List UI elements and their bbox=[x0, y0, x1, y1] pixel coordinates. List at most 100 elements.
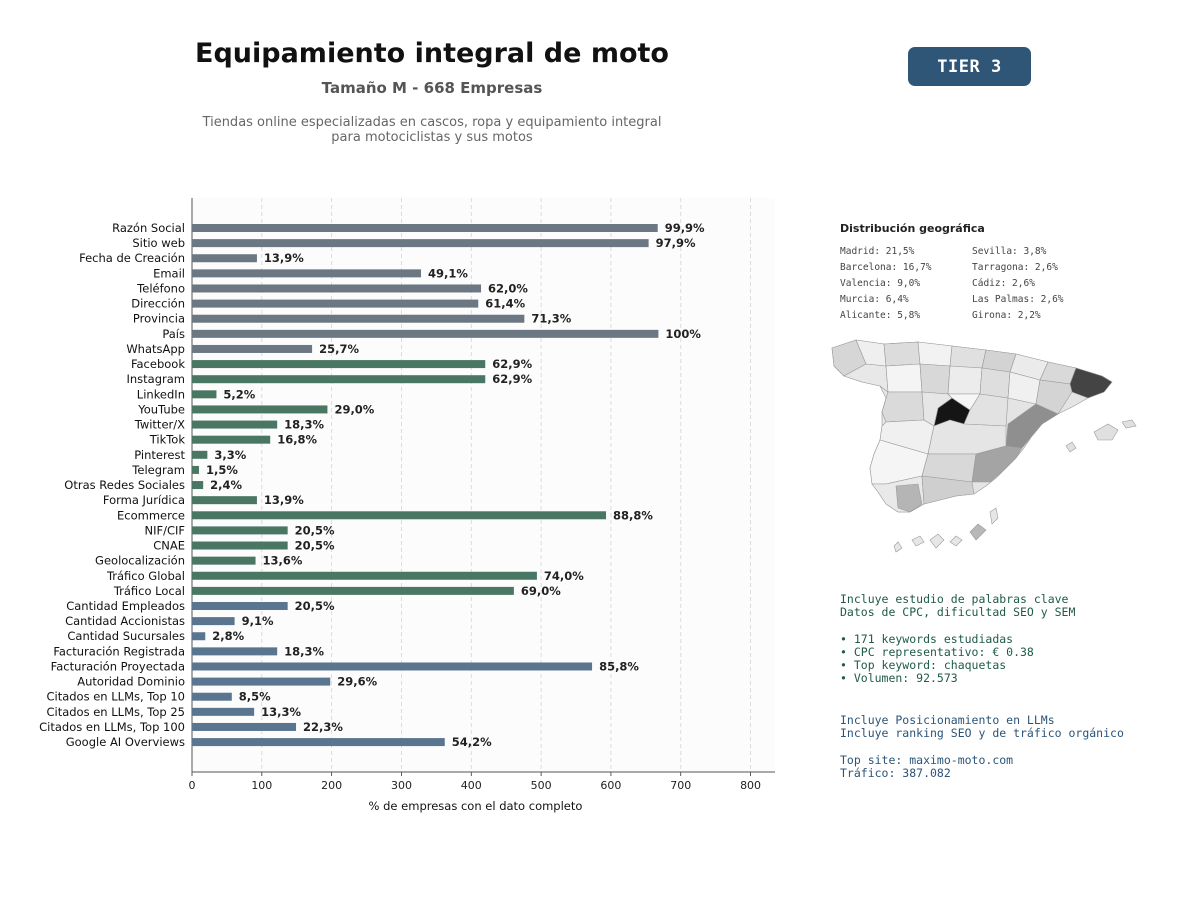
category-label: Tráfico Global bbox=[106, 569, 185, 583]
plot-area bbox=[192, 198, 775, 772]
bar bbox=[192, 284, 482, 293]
seo-bullet: • Volumen: 92.573 bbox=[840, 671, 958, 686]
bar bbox=[192, 511, 607, 520]
data-label: 62,9% bbox=[492, 357, 532, 371]
x-axis-label: % de empresas con el dato completo bbox=[369, 799, 583, 813]
category-label: Telegram bbox=[131, 463, 185, 477]
category-label: Cantidad Sucursales bbox=[67, 629, 185, 643]
category-label: Sitio web bbox=[132, 236, 185, 250]
bar bbox=[192, 239, 649, 248]
bar bbox=[192, 254, 257, 263]
category-label: Cantidad Accionistas bbox=[65, 614, 185, 628]
bar bbox=[192, 375, 486, 384]
bar bbox=[192, 299, 479, 308]
x-tick-label: 600 bbox=[600, 779, 621, 792]
data-label: 13,6% bbox=[263, 554, 303, 568]
data-label: 13,9% bbox=[264, 251, 304, 265]
data-label: 61,4% bbox=[485, 297, 525, 311]
category-label: Teléfono bbox=[136, 281, 185, 295]
description-line-1: Tiendas online especializadas en cascos,… bbox=[202, 115, 662, 130]
tier-badge: TIER 3 bbox=[908, 47, 1031, 86]
bar bbox=[192, 496, 257, 505]
data-label: 54,2% bbox=[452, 735, 492, 749]
data-label: 18,3% bbox=[284, 644, 324, 658]
data-label: 20,5% bbox=[295, 539, 335, 553]
seo-bullet: • CPC representativo: € 0.38 bbox=[840, 644, 1034, 659]
data-label: 97,9% bbox=[656, 236, 696, 250]
geo-item: Valencia: 9,0% bbox=[840, 278, 921, 289]
llm-info-block: Incluye Posicionamiento en LLMs Incluye … bbox=[840, 713, 1170, 780]
geo-item: Alicante: 5,8% bbox=[840, 310, 921, 321]
data-label: 20,5% bbox=[295, 523, 335, 537]
bar bbox=[192, 526, 288, 535]
map-barcelona bbox=[1069, 367, 1113, 399]
bar bbox=[192, 541, 288, 550]
description-line-2: para motociclistas y sus motos bbox=[331, 130, 533, 145]
bar bbox=[192, 450, 208, 459]
spain-map bbox=[831, 339, 1137, 553]
data-label: 13,9% bbox=[264, 493, 304, 507]
bar bbox=[192, 344, 313, 353]
bar bbox=[192, 647, 278, 656]
seo-bullet: • 171 keywords estudiadas bbox=[840, 631, 1014, 646]
category-label: Pinterest bbox=[134, 448, 185, 462]
x-tick-label: 500 bbox=[531, 779, 552, 792]
top-site: Top site: maximo-moto.com bbox=[840, 752, 1014, 767]
data-label: 29,6% bbox=[337, 675, 377, 689]
data-label: 69,0% bbox=[521, 584, 561, 598]
category-label: LinkedIn bbox=[137, 387, 185, 401]
bar bbox=[192, 692, 232, 701]
geo-distribution-list: Madrid: 21,5% Sevilla: 3,8% Barcelona: 1… bbox=[840, 246, 1120, 322]
category-label: Tráfico Local bbox=[113, 584, 185, 598]
category-label: Geolocalización bbox=[95, 554, 185, 568]
page-title: Equipamiento integral de moto bbox=[195, 38, 669, 69]
seo-line-1: Incluye estudio de palabras clave bbox=[840, 592, 1069, 606]
bar bbox=[192, 662, 593, 671]
data-label: 74,0% bbox=[544, 569, 584, 583]
geo-item: Murcia: 6,4% bbox=[840, 294, 909, 305]
page-subtitle: Tamaño M - 668 Empresas bbox=[321, 79, 543, 97]
category-label: YouTube bbox=[137, 402, 185, 416]
category-label: Cantidad Empleados bbox=[66, 599, 185, 613]
map-murcia bbox=[971, 445, 1023, 483]
data-label: 22,3% bbox=[303, 720, 343, 734]
bar bbox=[192, 738, 445, 747]
data-label: 25,7% bbox=[319, 342, 359, 356]
data-label: 8,5% bbox=[239, 690, 271, 704]
category-label: Facebook bbox=[131, 357, 185, 371]
bar bbox=[192, 677, 331, 686]
geo-item: Barcelona: 16,7% bbox=[840, 262, 932, 273]
data-label: 85,8% bbox=[599, 659, 639, 673]
data-label: 29,0% bbox=[334, 402, 374, 416]
category-label: Citados en LLMs, Top 100 bbox=[39, 720, 185, 734]
data-label: 2,8% bbox=[212, 629, 244, 643]
bar bbox=[192, 722, 297, 731]
llm-line-2: Incluye ranking SEO y de tráfico orgánic… bbox=[840, 726, 1124, 741]
llm-line-1: Incluye Posicionamiento en LLMs bbox=[840, 713, 1055, 727]
geo-item: Madrid: 21,5% bbox=[840, 246, 915, 257]
data-label: 62,0% bbox=[488, 281, 528, 295]
category-label: Provincia bbox=[133, 312, 185, 326]
category-label: CNAE bbox=[153, 539, 185, 553]
geo-item: Tarragona: 2,6% bbox=[972, 262, 1058, 273]
data-label: 71,3% bbox=[531, 312, 571, 326]
seo-line-2: Datos de CPC, dificultad SEO y SEM bbox=[840, 605, 1076, 620]
data-label: 13,3% bbox=[261, 705, 301, 719]
category-label: Ecommerce bbox=[117, 508, 185, 522]
category-label: Google AI Overviews bbox=[66, 735, 185, 749]
x-tick-label: 100 bbox=[251, 779, 272, 792]
category-label: Otras Redes Sociales bbox=[64, 478, 185, 492]
data-label: 3,3% bbox=[214, 448, 246, 462]
bar bbox=[192, 586, 514, 595]
x-tick-label: 300 bbox=[391, 779, 412, 792]
x-tick-label: 0 bbox=[189, 779, 196, 792]
data-label: 5,2% bbox=[223, 387, 255, 401]
seo-bullet: • Top keyword: chaquetas bbox=[840, 658, 1007, 673]
geo-title: Distribución geográfica bbox=[840, 222, 985, 235]
bar bbox=[192, 435, 271, 444]
data-label: 100% bbox=[665, 327, 701, 341]
bar bbox=[192, 360, 486, 369]
category-label: TikTok bbox=[149, 433, 186, 447]
bar bbox=[192, 314, 525, 323]
bar bbox=[192, 632, 206, 641]
